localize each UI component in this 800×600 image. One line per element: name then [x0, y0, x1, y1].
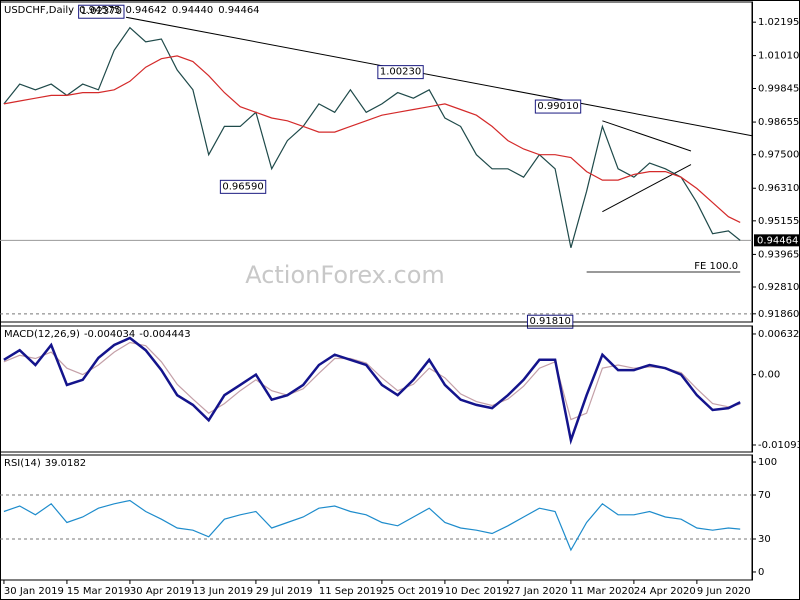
y-tick-label: 1.01010: [758, 51, 799, 62]
watermark: ActionForex.com: [245, 261, 445, 289]
y-tick-label: 30: [758, 534, 771, 545]
annotation-label: 0.99010: [537, 101, 578, 112]
header-value: 0.94575: [79, 5, 120, 16]
x-tick-label: 24 Apr 2020: [634, 586, 696, 597]
y-tick-label: 0.97500: [758, 150, 799, 161]
header-value: 0.94440: [172, 5, 213, 16]
panel-title: MACD(12,26,9): [4, 329, 80, 340]
y-tick-label: 0.98655: [758, 117, 799, 128]
y-tick-label: 0.96310: [758, 183, 799, 194]
annotation-label: 1.02370: [81, 6, 122, 17]
header-value: 0.94464: [218, 5, 259, 16]
y-tick-label: 0.91860: [758, 309, 799, 320]
annotation: 0.91810: [526, 314, 574, 329]
fe-label: FE 100.0: [694, 261, 738, 272]
x-tick-label: 27 Jan 2020: [508, 586, 568, 597]
annotation-box: [534, 99, 582, 114]
y-tick-label: 0.92810: [758, 282, 799, 293]
x-tick-label: 15 Mar 2019: [67, 586, 130, 597]
header-value: -0.004443: [139, 329, 190, 340]
panel-title: RSI(14): [4, 458, 41, 469]
panel-header: USDCHF,Daily 0.94575 0.94642 0.94440 0.94464: [4, 5, 260, 16]
x-tick-label: 30 Jan 2019: [4, 586, 64, 597]
y-tick-label: 0.006321: [758, 329, 800, 340]
x-tick-label: 11 Sep 2019: [319, 586, 382, 597]
series-line: [3, 499, 741, 552]
x-tick-label: 9 Jun 2020: [697, 586, 751, 597]
y-tick-label: 0.99845: [758, 83, 799, 94]
annotation-label: 1.00230: [380, 67, 421, 78]
annotation-label: 0.96590: [222, 181, 263, 192]
x-tick-label: 25 Oct 2019: [382, 586, 444, 597]
annotation-box: [219, 179, 267, 194]
y-tick-label: 0.93965: [758, 249, 799, 260]
annotation: 0.99010: [534, 99, 582, 114]
header-value: 39.0182: [45, 458, 86, 469]
panel-title: USDCHF,Daily: [4, 5, 74, 16]
annotation-label: 0.91810: [529, 316, 570, 327]
header-value: -0.004034: [84, 329, 135, 340]
annotation-box: [526, 314, 574, 329]
annotation: 1.02370: [78, 4, 125, 19]
series-line: [3, 26, 741, 248]
panel-header: RSI(14) 39.0182: [4, 458, 86, 469]
y-tick-label: 100: [758, 457, 777, 468]
trendline: [602, 164, 692, 213]
y-tick-label: 0.95155: [758, 216, 799, 227]
x-tick-label: 29 Jul 2019: [256, 586, 313, 597]
last-price-label: 0.94464: [757, 235, 798, 246]
header-value: 0.94642: [125, 5, 166, 16]
annotation-box: [377, 65, 424, 80]
y-tick-label: 0.00: [758, 370, 780, 381]
y-tick-label: 70: [758, 490, 771, 501]
annotation-box: [78, 4, 125, 19]
trendline: [602, 120, 692, 152]
last-price-box: [754, 234, 800, 247]
series-line: [3, 55, 741, 223]
y-tick-label: -0.010939: [758, 440, 800, 451]
annotation: 0.96590: [219, 179, 267, 194]
x-tick-label: 30 Apr 2019: [130, 586, 192, 597]
trendline: [125, 16, 753, 137]
panel-header: MACD(12,26,9) -0.004034 -0.004443: [4, 329, 191, 340]
x-tick-label: 10 Dec 2019: [445, 586, 509, 597]
series-line: [3, 341, 741, 421]
y-tick-label: 1.02195: [758, 17, 799, 28]
series-line: [3, 336, 741, 445]
x-tick-label: 11 Mar 2020: [571, 586, 634, 597]
y-tick-label: 0: [758, 567, 764, 578]
x-tick-label: 13 Jun 2019: [193, 586, 253, 597]
annotation: 1.00230: [377, 65, 424, 80]
